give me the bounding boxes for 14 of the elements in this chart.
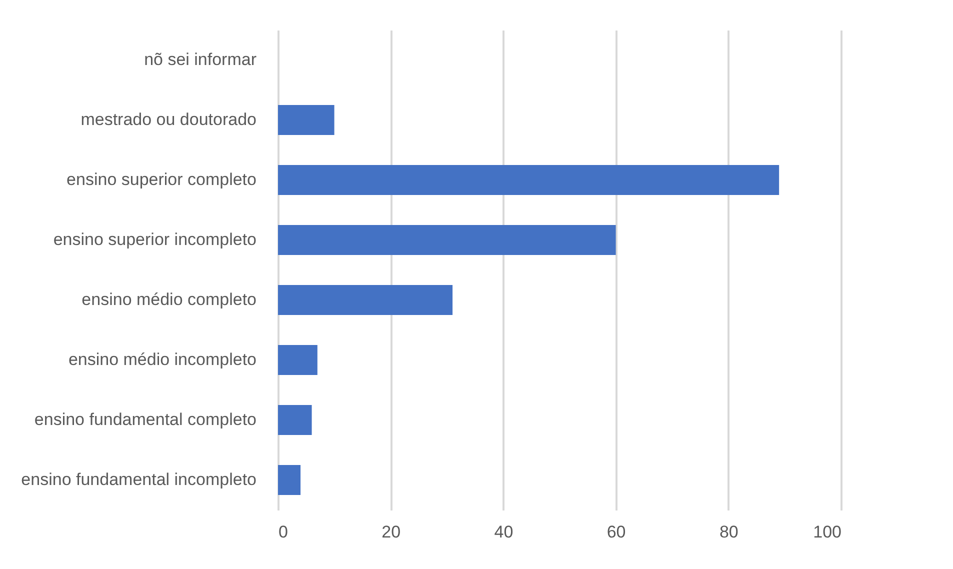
x-tick-label: 0 xyxy=(278,522,288,542)
y-tick-label: mestrado ou doutorado xyxy=(80,110,256,129)
y-tick-label: ensino fundamental incompleto xyxy=(21,470,256,489)
y-tick-label: nõ sei informar xyxy=(144,50,257,69)
y-tick-label: ensino superior completo xyxy=(66,170,256,189)
y-tick-label: ensino superior incompleto xyxy=(53,230,256,249)
x-tick-label: 80 xyxy=(719,522,738,542)
y-tick-label: ensino médio completo xyxy=(82,290,256,309)
x-tick-label: 100 xyxy=(813,522,842,542)
x-tick-label: 60 xyxy=(606,522,626,542)
y-tick-label: ensino fundamental completo xyxy=(34,410,256,429)
x-tick-label: 20 xyxy=(382,522,401,542)
y-tick-label: ensino médio incompleto xyxy=(68,350,256,369)
x-tick-label: 40 xyxy=(494,522,514,542)
